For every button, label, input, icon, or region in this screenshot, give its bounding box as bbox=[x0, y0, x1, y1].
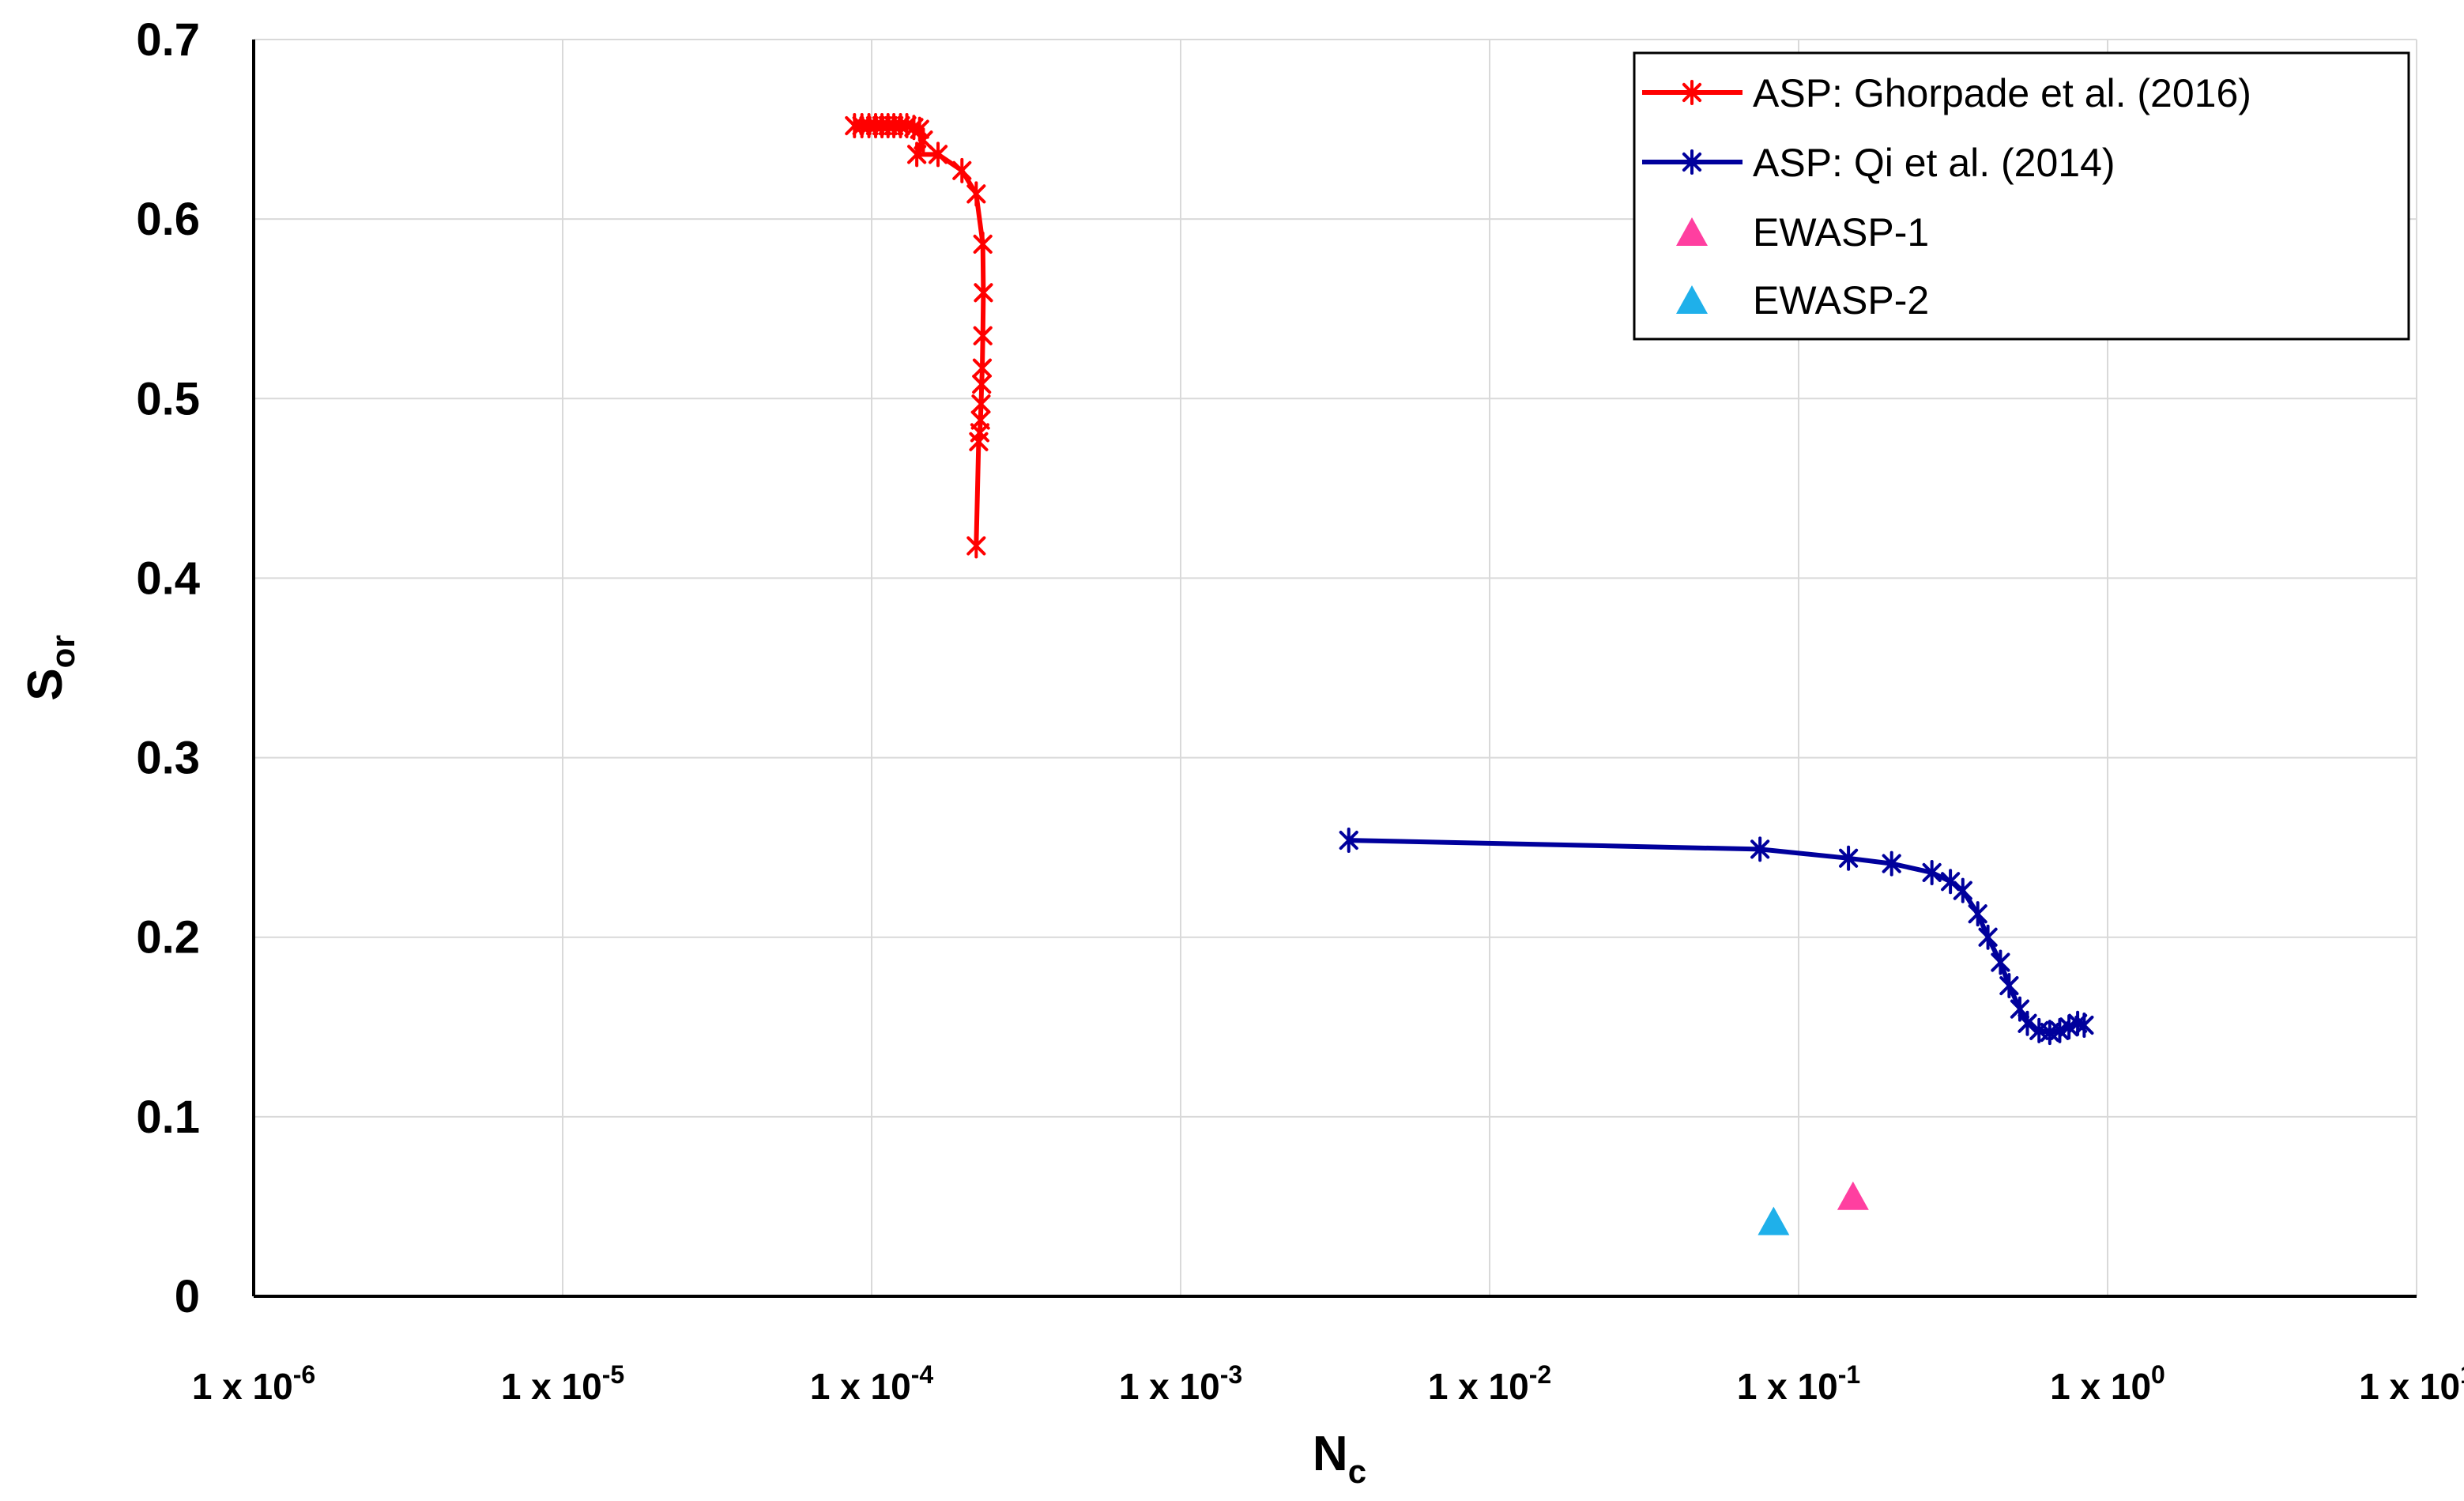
legend-marker bbox=[1682, 80, 1702, 105]
y-tick-label: 0.4 bbox=[136, 553, 200, 604]
data-point bbox=[1941, 869, 1961, 895]
data-point bbox=[973, 322, 993, 349]
data-point bbox=[928, 141, 948, 168]
data-point bbox=[966, 181, 986, 207]
data-point bbox=[1750, 836, 1770, 862]
y-tick-label: 0.3 bbox=[136, 733, 200, 784]
legend-item: EWASP-2 bbox=[1676, 278, 1929, 322]
series-line bbox=[854, 123, 986, 546]
series-line bbox=[1348, 838, 2085, 1035]
x-tick-label: 1 x 10-2 bbox=[1428, 1360, 1551, 1407]
data-point bbox=[1968, 901, 1987, 927]
legend-item: ASP: Qi et al. (2014) bbox=[1642, 141, 2115, 185]
legend-label: ASP: Ghorpade et al. (2016) bbox=[1753, 71, 2251, 115]
data-point bbox=[2074, 1013, 2094, 1039]
x-tick-label: 1 x 10-1 bbox=[1737, 1360, 1860, 1407]
legend-marker bbox=[1682, 149, 1702, 175]
x-tick-labels: 1 x 10-6 1 x 10-5 1 x 10-4 1 x 10-3 1 x 10-2… bbox=[192, 1360, 2464, 1407]
series-3 bbox=[1837, 1181, 1869, 1210]
y-tick-label: 0.6 bbox=[136, 194, 200, 245]
legend-box bbox=[1633, 51, 2410, 341]
x-tick-label: 1 x 101 bbox=[2359, 1360, 2464, 1407]
data-point bbox=[966, 533, 986, 559]
x-tick-label: 1 x 100 bbox=[2050, 1360, 2165, 1407]
series-1 bbox=[845, 113, 993, 559]
series-2 bbox=[1339, 828, 2094, 1046]
data-point bbox=[1991, 949, 2010, 975]
legend-marker bbox=[1676, 217, 1708, 246]
data-point bbox=[1953, 877, 1972, 903]
data-point bbox=[1882, 850, 1901, 877]
data-point bbox=[907, 141, 927, 168]
data-point bbox=[1837, 1181, 1869, 1210]
x-tick-label: 1 x 10-5 bbox=[501, 1360, 624, 1407]
series bbox=[845, 113, 2094, 1235]
legend: ASP: Ghorpade et al. (2016) ASP: Qi et al… bbox=[1633, 51, 2410, 341]
data-point bbox=[973, 231, 993, 257]
y-tick-label: 0.5 bbox=[136, 373, 200, 424]
data-point bbox=[952, 157, 972, 183]
x-tick-label: 1 x 10-4 bbox=[810, 1360, 934, 1407]
legend-item: EWASP-1 bbox=[1676, 210, 1929, 255]
y-axis-title: Sor bbox=[18, 635, 81, 700]
legend-label: EWASP-2 bbox=[1753, 278, 1929, 322]
data-point bbox=[969, 428, 989, 454]
data-point bbox=[1922, 859, 1942, 885]
x-tick-label: 1 x 10-6 bbox=[192, 1360, 315, 1407]
data-point bbox=[1339, 828, 1358, 854]
data-point bbox=[974, 280, 993, 306]
axes bbox=[252, 40, 2417, 1298]
x-axis-title: Nc bbox=[1313, 1427, 1366, 1490]
y-tick-label: 0 bbox=[175, 1271, 200, 1322]
y-tick-label: 0.7 bbox=[136, 14, 200, 66]
y-tick-label: 0.1 bbox=[136, 1092, 200, 1143]
legend-marker bbox=[1676, 285, 1708, 314]
data-point bbox=[1978, 924, 1998, 950]
data-point bbox=[1999, 973, 2019, 999]
legend-label: EWASP-1 bbox=[1753, 210, 1929, 255]
y-tick-labels: 0 0.1 0.2 0.3 0.4 0.5 0.6 0.7 bbox=[136, 14, 200, 1322]
data-point bbox=[1839, 845, 1859, 871]
x-tick-label: 1 x 10-3 bbox=[1119, 1360, 1242, 1407]
y-tick-label: 0.2 bbox=[136, 912, 200, 964]
legend-label: ASP: Qi et al. (2014) bbox=[1753, 141, 2115, 185]
legend-item: ASP: Ghorpade et al. (2016) bbox=[1642, 71, 2251, 115]
data-point bbox=[2018, 1010, 2037, 1036]
series-4 bbox=[1758, 1206, 1790, 1235]
data-point bbox=[1758, 1206, 1790, 1235]
